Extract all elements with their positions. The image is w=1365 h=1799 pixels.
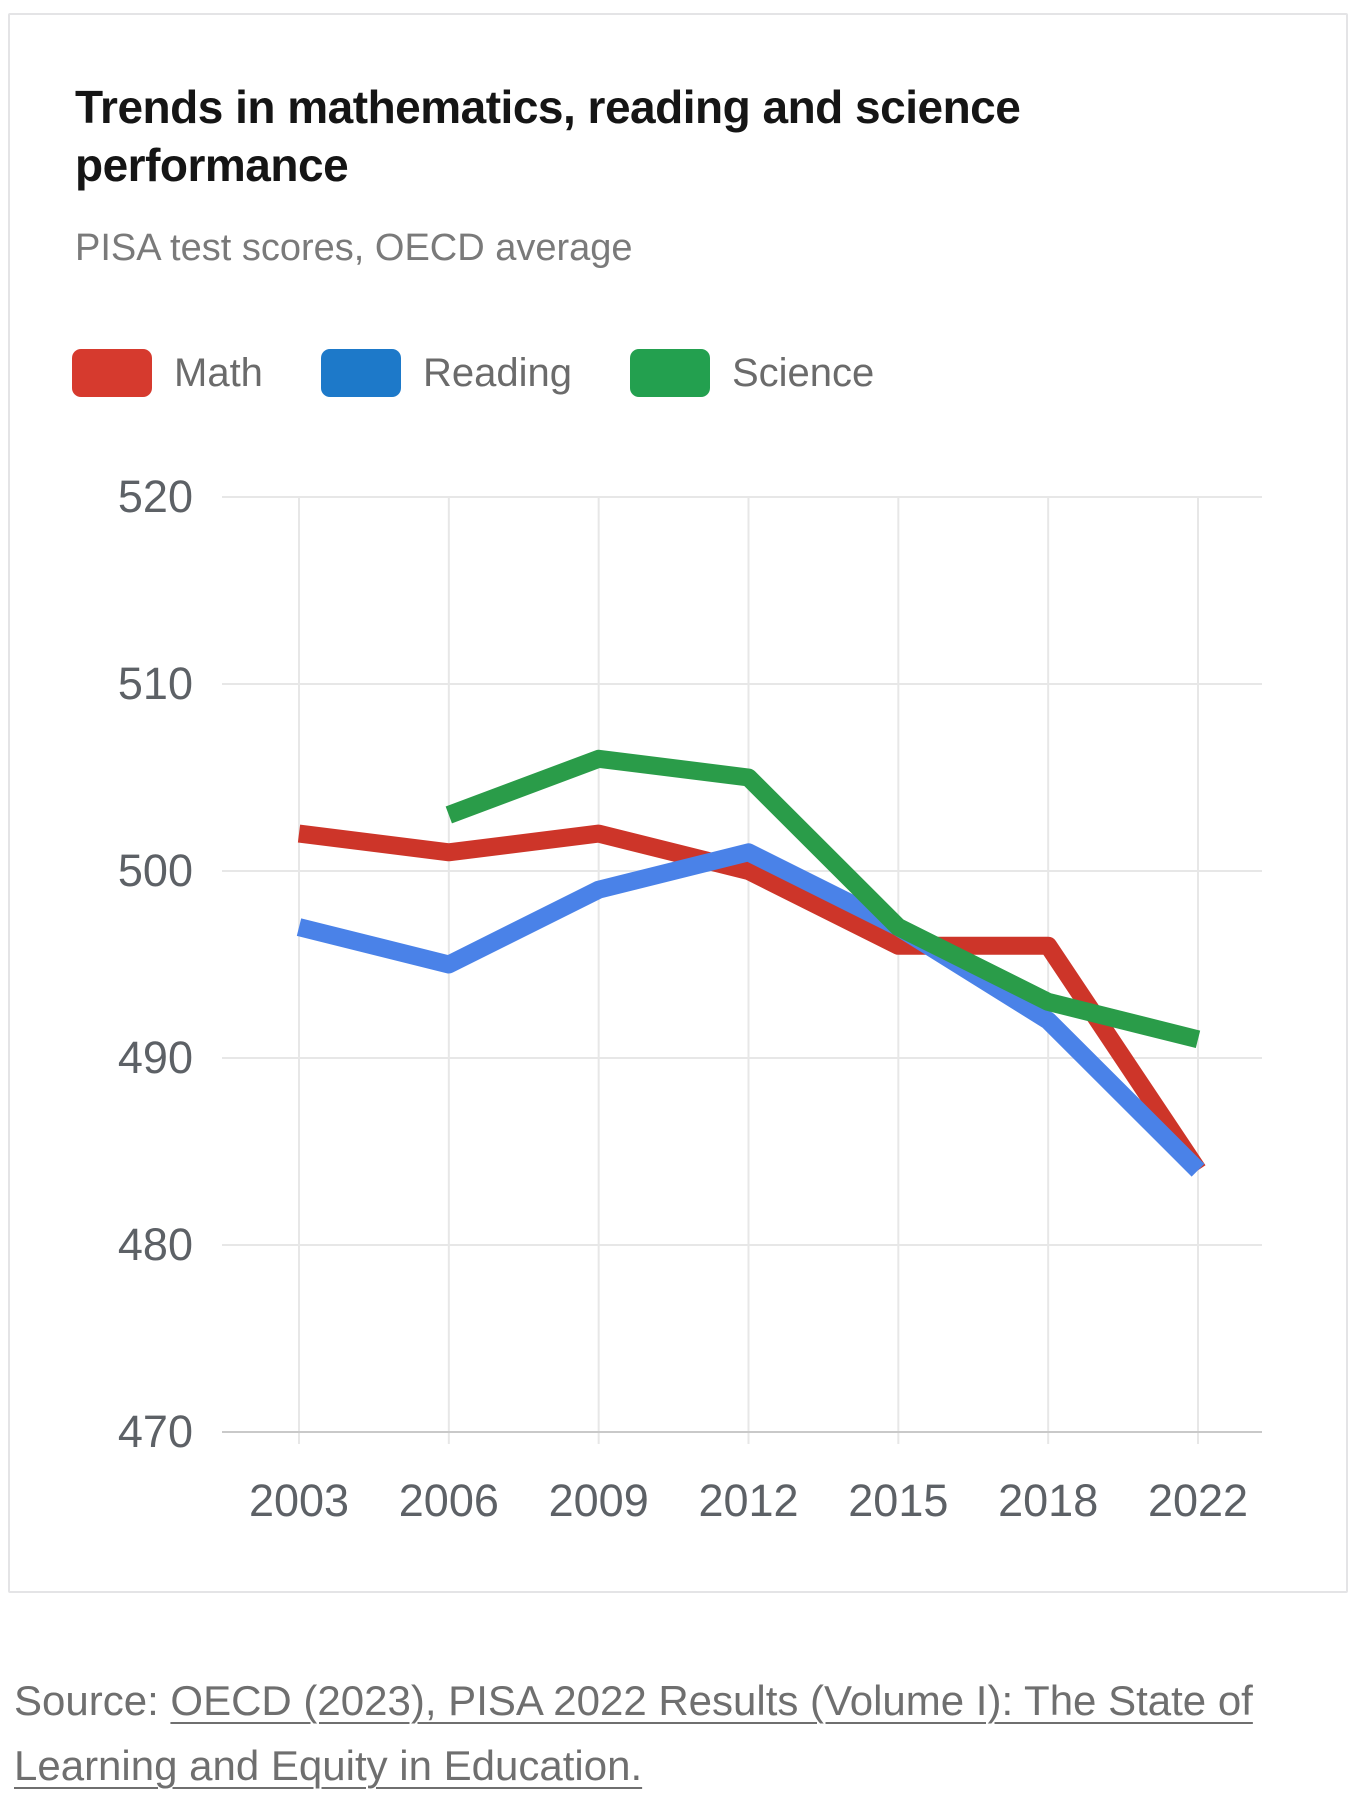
legend-swatch-math bbox=[72, 349, 152, 397]
source-prefix: Source: bbox=[14, 1677, 171, 1724]
legend-item-math: Math bbox=[72, 349, 263, 397]
legend-label-reading: Reading bbox=[422, 350, 572, 395]
source-note: Source: OECD (2023), PISA 2022 Results (… bbox=[14, 1668, 1350, 1798]
chart-legend: Math Reading Science bbox=[72, 349, 932, 397]
legend-swatch-reading bbox=[320, 349, 401, 397]
chart-subtitle: PISA test scores, OECD average bbox=[75, 227, 633, 269]
chart-card: Trends in mathematics, reading and scien… bbox=[8, 13, 1348, 1593]
legend-swatch-science bbox=[629, 349, 710, 397]
legend-item-science: Science bbox=[629, 349, 875, 397]
legend-item-reading: Reading bbox=[320, 349, 572, 397]
chart-title: Trends in mathematics, reading and scien… bbox=[75, 81, 1021, 191]
source-link[interactable]: OECD (2023), PISA 2022 Results (Volume I… bbox=[14, 1677, 1253, 1790]
legend-label-science: Science bbox=[731, 350, 875, 395]
legend-label-math: Math bbox=[174, 350, 263, 395]
